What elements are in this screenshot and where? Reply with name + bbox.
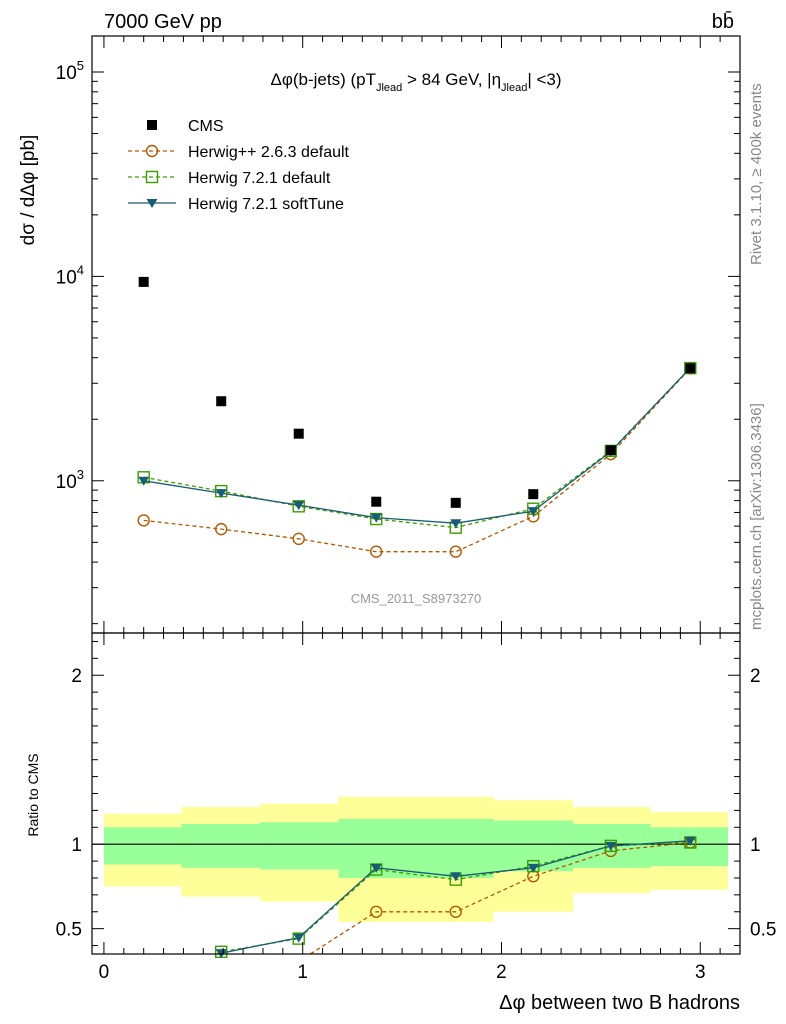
x-tick-label: 3 [695,962,706,983]
process-label: bb̄ [712,10,734,33]
ratio-plot-panel: 0 1 2 3 0.5 0.5 1 1 2 2 Ratio to CMS Δφ between t… [25,632,776,1014]
legend-herwigpp-label: Herwig++ 2.6.3 default [188,144,350,161]
ratio-y-tick-label-right: 2 [750,666,761,687]
x-tick-label: 1 [297,962,308,983]
ratio-herwigpp-line [309,841,691,954]
energy-label: 7000 GeV pp [104,11,222,33]
main-cms-point [138,276,149,287]
main-softtune-point [527,507,539,517]
ratio-y-tick-label-right: 0.5 [750,920,776,941]
ratio-y-tick-label-right: 1 [750,835,761,856]
rivet-version-label: Rivet 3.1.10, ≥ 400k events [748,83,765,265]
main-herwig721-point [684,361,697,375]
legend-softtune-marker [146,199,158,208]
analysis-watermark: CMS_2011_S8973270 [351,591,482,606]
main-cms-point [528,489,539,500]
ratio-softtune-point [370,863,382,873]
ratio-y-axis-label: Ratio to CMS [25,753,41,836]
ratio-y-tick-label: 1 [71,835,82,856]
legend-herwig721-label: Herwig 7.2.1 default [188,170,331,187]
main-cms-point [605,445,616,456]
main-softtune-point [370,513,382,523]
legend-herwig721-marker [145,170,159,184]
main-cms-point [371,496,382,507]
legend: CMS Herwig++ 2.6.3 default Herwig 7.2.1 de… [128,118,350,213]
ratio-herwigpp-point [449,905,462,918]
x-tick-label: 0 [99,962,110,983]
main-plot-panel: 103 104 105 Δφ(b-jets) (pTJlead > 84 GeV, … [18,35,741,634]
ratio-band-inner [259,822,339,870]
ratio-band-inner [181,823,260,868]
main-softtune-point [450,519,462,529]
ratio-y-tick-label: 2 [71,666,82,687]
ratio-herwig721-line [215,841,691,954]
main-cms-point [293,428,304,439]
main-softtune-line [143,367,691,524]
ratio-band-inner [416,818,494,878]
ratio-herwigpp-point [370,905,383,918]
main-herwigpp-point [292,532,305,546]
main-herwigpp-line [143,367,691,553]
ratio-softtune-line [218,840,691,954]
main-herwigpp-point [137,514,150,527]
ratio-y-tick-label: 0.5 [56,920,82,941]
main-softtune-point [215,489,227,499]
main-cms-point [216,396,227,407]
main-herwig721-line [143,367,691,529]
ratio-softtune-point [527,863,539,873]
legend-herwigpp-marker [145,144,159,158]
ratio-softtune-point [293,933,305,943]
main-cms-point [685,363,696,374]
ratio-band-inner [650,827,729,867]
main-herwig721-point [370,512,383,526]
main-softtune-point [138,476,150,486]
legend-cms-label: CMS [188,118,224,135]
ratio-band-inner [493,820,574,872]
x-tick-label: 2 [496,962,507,983]
main-cms-point [450,497,461,508]
main-herwigpp-point [370,545,383,558]
main-y-tick-label: 105 [56,58,84,84]
legend-cms-marker [147,120,157,130]
ratio-softtune-point [605,841,617,851]
x-axis-label: Δφ between two B hadrons [499,992,740,1014]
ratio-softtune-point [450,872,462,882]
main-herwigpp-point [215,522,228,536]
legend-softtune-label: Herwig 7.2.1 softTune [188,196,344,213]
ratio-softtune-point [684,836,696,846]
main-y-tick-label: 103 [56,467,84,493]
main-y-tick-label: 104 [56,262,84,288]
mcplots-label: mcplots.cern.ch [arXiv:1306.3436] [748,403,765,630]
main-herwigpp-point [449,545,462,558]
ratio-band-inner [103,827,182,865]
main-y-axis-label: dσ / dΔφ [pb] [18,135,39,246]
chart-title: Δφ(b-jets) (pTJlead > 84 GeV, |ηJlead| <… [270,70,561,94]
main-softtune-point [293,501,305,511]
